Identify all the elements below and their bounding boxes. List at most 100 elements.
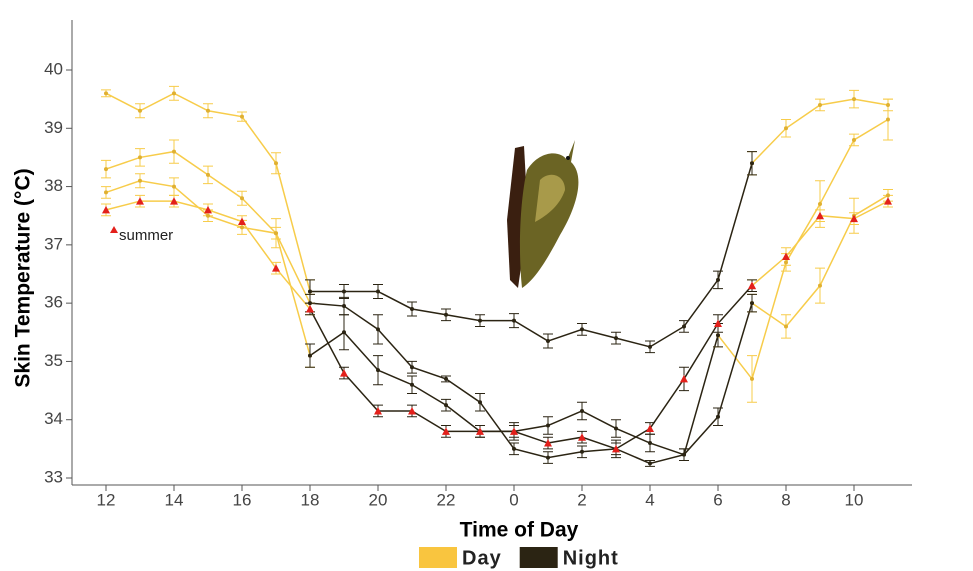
point [206, 172, 210, 177]
point [512, 318, 516, 323]
legend-swatch [519, 547, 558, 568]
y-tick-label: 35 [44, 351, 63, 370]
y-tick-label: 36 [44, 293, 63, 312]
plot-area [101, 85, 893, 467]
x-tick-label: 10 [845, 490, 864, 509]
point [274, 161, 278, 166]
series-line [309, 302, 753, 465]
point [512, 446, 516, 451]
series-line [105, 200, 889, 310]
point [476, 427, 484, 435]
annotation: summer [119, 227, 173, 244]
series-line [310, 163, 753, 348]
y-tick-label: 37 [44, 234, 63, 253]
point [716, 277, 720, 282]
x-tick-label: 14 [165, 490, 184, 509]
point [376, 368, 380, 373]
point [410, 306, 414, 311]
point [784, 260, 788, 265]
legend-label: Day [462, 547, 502, 569]
x-axis-title: Time of Day [460, 519, 579, 542]
point [444, 312, 448, 317]
legend-label: Night [563, 547, 619, 569]
x-tick-label: 12 [97, 490, 116, 509]
point [646, 424, 654, 432]
point [206, 108, 210, 113]
point [408, 406, 416, 415]
point [274, 231, 278, 236]
x-tick-label: 4 [645, 490, 654, 509]
point [818, 283, 822, 288]
point [748, 281, 756, 290]
point [206, 213, 210, 218]
x-tick-label: 20 [369, 490, 388, 509]
point [852, 137, 856, 142]
point [612, 444, 620, 453]
point [716, 414, 720, 419]
point [886, 117, 890, 122]
point [614, 426, 618, 431]
bird-illustration [507, 140, 579, 288]
point [204, 205, 212, 214]
point [442, 427, 450, 435]
point [818, 202, 822, 207]
point [648, 344, 652, 349]
point [648, 461, 652, 466]
x-tick-label: 0 [509, 490, 518, 509]
y-tick-label: 33 [44, 467, 63, 486]
point [444, 403, 448, 408]
point [818, 102, 822, 107]
point [546, 339, 550, 344]
point [852, 97, 856, 102]
y-axis-title: Skin Temperature (°C) [12, 168, 35, 387]
legend-swatch [419, 547, 457, 568]
x-tick-label: 6 [713, 490, 722, 509]
point [750, 161, 754, 166]
point [784, 126, 788, 131]
point [614, 336, 618, 341]
y-tick-label: 39 [44, 118, 63, 137]
point [138, 108, 142, 113]
point [102, 205, 110, 214]
point [682, 324, 686, 329]
point [680, 374, 688, 383]
point [240, 225, 244, 230]
x-tick-label: 8 [781, 490, 790, 509]
point [884, 197, 892, 205]
point [478, 318, 482, 323]
point [750, 376, 754, 381]
point [104, 167, 108, 172]
point [478, 400, 482, 405]
point [682, 452, 686, 457]
point [376, 327, 380, 332]
legend: Day Night [419, 547, 619, 569]
point [544, 439, 552, 447]
x-tick-label: 22 [437, 490, 456, 509]
point [444, 376, 448, 381]
y-tick-label: 34 [44, 409, 63, 428]
annotation-marker [110, 226, 118, 233]
y-tick-label: 38 [44, 176, 63, 195]
point [308, 289, 312, 294]
x-tick-label: 18 [301, 490, 320, 509]
point [170, 197, 178, 205]
point [240, 196, 244, 201]
point [376, 289, 380, 294]
point [342, 289, 346, 294]
point [580, 327, 584, 332]
point [750, 301, 754, 306]
y-tick-label: 40 [44, 59, 63, 78]
point [782, 252, 790, 261]
series-line [105, 92, 889, 292]
point [138, 155, 142, 160]
point [138, 178, 142, 183]
point [410, 382, 414, 387]
point [886, 193, 890, 198]
x-tick-label: 2 [577, 490, 586, 509]
point [342, 330, 346, 335]
point [172, 91, 176, 96]
series-line [105, 118, 889, 381]
point [850, 214, 858, 223]
point [104, 91, 108, 96]
point [886, 102, 890, 107]
